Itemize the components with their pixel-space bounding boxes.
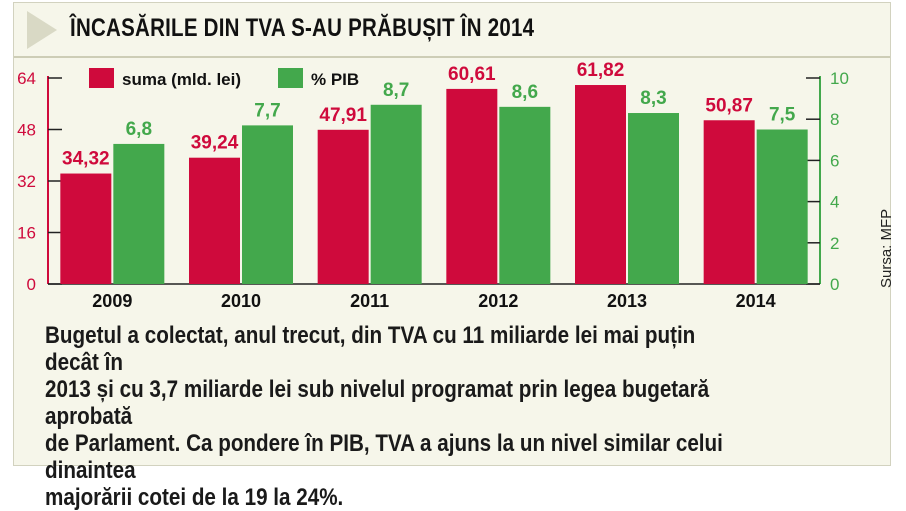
x-axis-tick-label: 2010 <box>221 291 261 311</box>
right-axis-tick-label: 10 <box>830 69 849 88</box>
left-axis-tick-label: 32 <box>17 172 36 191</box>
x-axis-tick-label: 2012 <box>478 291 518 311</box>
data-label-suma: 61,82 <box>577 60 625 81</box>
bar-suma <box>317 129 369 284</box>
x-axis-tick-label: 2009 <box>92 291 132 311</box>
legend-swatch-pib <box>278 68 303 88</box>
bar-pib <box>756 129 808 284</box>
legend-label-pib: % PIB <box>311 70 359 89</box>
data-label-suma: 47,91 <box>319 105 367 126</box>
article-summary: Bugetul a colectat, anul trecut, din TVA… <box>45 322 723 511</box>
bar-pib <box>370 104 422 284</box>
data-label-pib: 7,5 <box>769 105 796 126</box>
bar-suma <box>60 173 112 284</box>
bar-suma <box>446 88 498 284</box>
source-label: Sursa: MFP <box>878 209 895 288</box>
data-label-suma: 34,32 <box>62 149 110 170</box>
right-axis-tick-label: 2 <box>830 234 839 253</box>
data-label-suma: 39,24 <box>191 133 239 154</box>
legend-label-suma: suma (mld. lei) <box>122 70 241 89</box>
data-label-suma: 60,61 <box>448 64 496 85</box>
data-label-pib: 8,7 <box>383 80 409 101</box>
left-axis-tick-label: 0 <box>27 275 36 294</box>
left-axis-tick-label: 64 <box>17 69 36 88</box>
data-label-pib: 6,8 <box>126 119 152 140</box>
data-label-pib: 7,7 <box>254 100 280 121</box>
bar-suma <box>575 85 626 284</box>
bar-chart: 0 16 32 48 64 0 2 4 6 8 10 34,32 6,8 2009 39,24 7,7 2010… <box>17 60 895 311</box>
bar-suma <box>189 157 240 284</box>
bar-pib <box>113 143 165 284</box>
data-label-pib: 8,6 <box>512 82 538 103</box>
x-axis-tick-label: 2013 <box>607 291 647 311</box>
x-axis-tick-label: 2014 <box>736 291 776 311</box>
data-label-pib: 8,3 <box>640 88 666 109</box>
right-axis-tick-label: 8 <box>830 110 839 129</box>
bar-suma <box>703 120 755 285</box>
left-axis-tick-label: 48 <box>17 121 36 140</box>
x-axis-tick-label: 2011 <box>350 291 389 311</box>
left-axis-tick-label: 16 <box>17 224 36 243</box>
bar-pib <box>628 113 679 285</box>
bar-pib <box>499 106 551 284</box>
right-axis-tick-label: 0 <box>830 275 839 294</box>
right-axis-tick-label: 6 <box>830 151 839 170</box>
title-arrow-icon <box>27 11 57 49</box>
right-axis-tick-label: 4 <box>830 193 839 212</box>
title-bar: ÎNCASĂRILE DIN TVA S-AU PRĂBUȘIT ÎN 2014 <box>14 3 890 58</box>
legend-swatch-suma <box>89 68 114 88</box>
chart-title: ÎNCASĂRILE DIN TVA S-AU PRĂBUȘIT ÎN 2014 <box>70 14 535 42</box>
data-label-suma: 50,87 <box>705 95 753 116</box>
bar-pib <box>242 125 293 284</box>
